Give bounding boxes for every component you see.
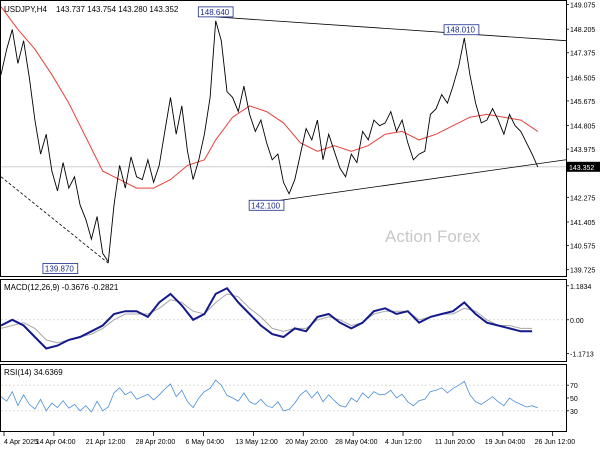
x-tick-label: 6 May 04:00 [186, 439, 225, 446]
price-panel-frame [0, 0, 567, 277]
x-tick-label: 4 Jun 12:00 [385, 439, 422, 446]
watermark: Action Forex [385, 227, 481, 246]
x-tick-label: 28 Apr 20:00 [136, 439, 176, 446]
price-y-tick-label: 142.275 [570, 195, 595, 202]
current-price-label: 143.352 [569, 165, 594, 172]
price-y-tick-label: 143.975 [570, 147, 595, 154]
macd-layer: 1.1834 0.00 -1.1713 [0, 284, 594, 358]
price-y-tick-label: 141.405 [570, 220, 595, 227]
price-line [0, 20, 539, 264]
price-y-tick-label: 148.205 [570, 27, 595, 34]
price-y-tick-label: 145.675 [570, 99, 595, 106]
x-tick-label: 28 May 04:00 [335, 439, 378, 446]
price-annotation-label: 148.640 [200, 8, 229, 17]
price-y-tick-label: 139.725 [570, 268, 595, 275]
x-tick-label: 4 Apr 2025 [4, 439, 38, 446]
price-annotation-label: 142.100 [251, 201, 280, 210]
x-tick-label: 13 May 12:00 [235, 439, 278, 446]
macd-y-tick-label: 1.1834 [570, 284, 592, 291]
macd-label: MACD(12,26,9) -0.3676 -0.2821 [4, 283, 119, 292]
price-annotation-label: 139.870 [45, 265, 74, 274]
rsi-line [0, 379, 538, 413]
trendline [266, 159, 567, 203]
chart-title: USDJPY,H4 [4, 5, 48, 14]
trendline [215, 16, 567, 42]
price-annotation-box [197, 6, 234, 18]
rsi-y-tick-label: 30 [570, 409, 578, 416]
rsi-panel-frame [0, 364, 567, 432]
trendline [0, 176, 109, 264]
rsi-label: RSI(14) 34.6369 [4, 368, 63, 377]
price-y-tick-label: 140.575 [570, 244, 595, 251]
x-tick-label: 21 Apr 12:00 [86, 439, 126, 446]
ohlc-readout: 143.737 143.754 143.280 143.352 [56, 5, 179, 14]
price-annotation-box [248, 199, 285, 211]
price-annotation-box [443, 24, 480, 36]
price-y-tick-label: 144.805 [570, 124, 595, 131]
price-annotation-box [42, 263, 79, 274]
macd-panel-frame [0, 279, 567, 362]
x-tick-label: 14 Apr 04:00 [36, 439, 76, 446]
x-tick-label: 19 Jun 04:00 [485, 439, 526, 446]
macd-y-tick-label: -1.1713 [570, 351, 594, 358]
price-y-tick-label: 149.075 [570, 3, 595, 10]
x-tick-label: 11 Jun 20:00 [435, 439, 475, 446]
macd-y-tick-label: 0.00 [570, 318, 584, 325]
price-layer: 149.075 148.205 147.375 146.505 145.675 144.8… [0, 3, 600, 275]
rsi-layer: 70 50 30 [0, 379, 578, 416]
moving-average-line [0, 6, 539, 189]
macd-line [0, 286, 533, 350]
rsi-y-tick-label: 70 [570, 383, 578, 390]
rsi-y-tick-label: 50 [570, 396, 578, 403]
price-y-tick-label: 147.375 [570, 51, 595, 58]
x-tick-label: 26 Jun 12:00 [535, 439, 576, 446]
current-price-box [567, 161, 600, 172]
x-tick-label: 20 May 20:00 [285, 439, 328, 446]
price-annotation-label: 148.010 [446, 26, 475, 35]
price-y-tick-label: 146.505 [570, 75, 595, 82]
